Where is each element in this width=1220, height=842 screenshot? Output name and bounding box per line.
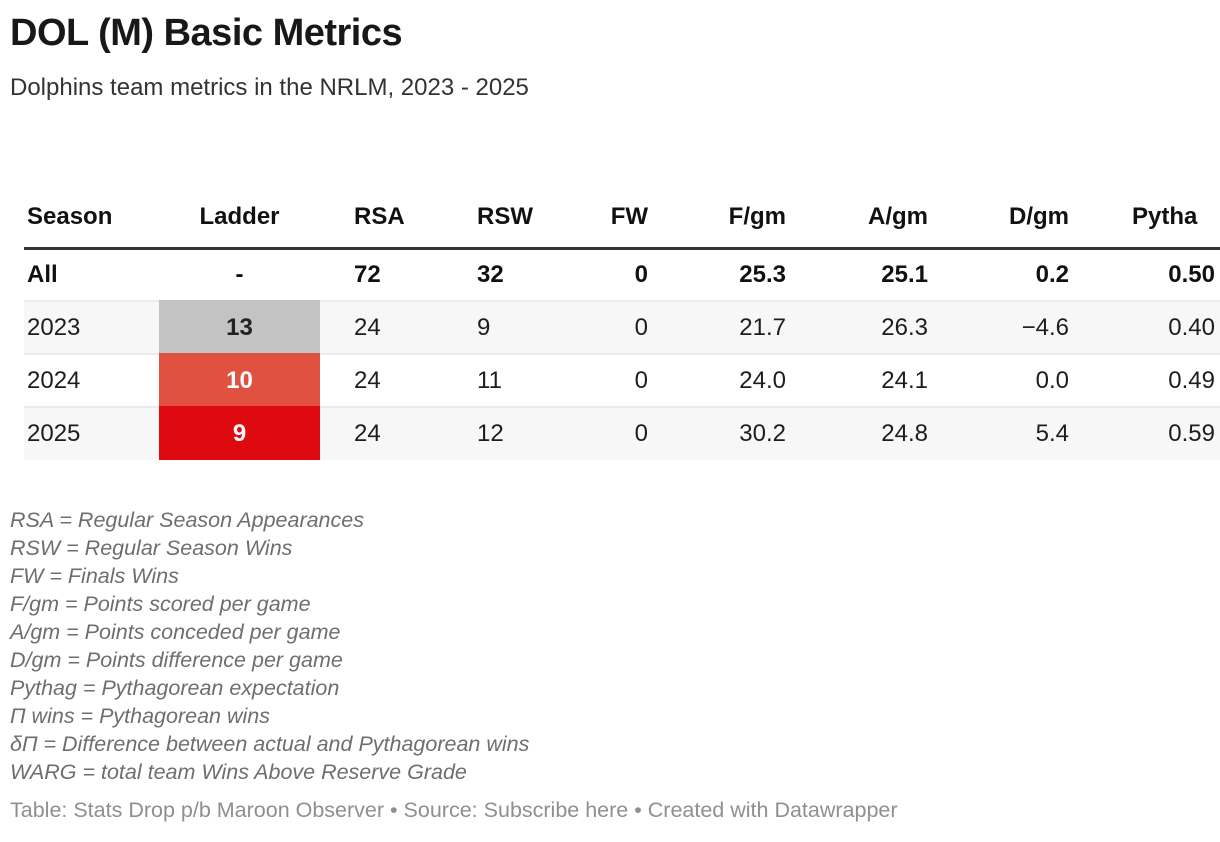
column-header-d-gm: D/gm xyxy=(936,188,1077,250)
stat-cell-d-gm: 0.0 xyxy=(936,353,1077,408)
stat-cell-rsa: 72 xyxy=(354,260,381,288)
column-header-ladder: Ladder xyxy=(159,188,320,250)
metrics-table-container: Season Ladder RSA RSW FW F/gm A/gm D/gm Pytha Al… xyxy=(24,188,1220,461)
footer-separator: • xyxy=(634,798,642,823)
season-cell: 2023 xyxy=(24,300,159,355)
footnote-line: WARG = total team Wins Above Reserve Gra… xyxy=(10,760,467,785)
stat-cell-f-gm: 24.0 xyxy=(656,353,794,408)
column-header-season: Season xyxy=(24,188,159,250)
page-subtitle: Dolphins team metrics in the NRLM, 2023 … xyxy=(10,73,529,101)
table-header-row: Season Ladder RSA RSW FW F/gm A/gm D/gm Pytha xyxy=(24,188,1220,250)
source-label: Source: xyxy=(403,798,478,823)
metrics-table: Season Ladder RSA RSW FW F/gm A/gm D/gm Pytha Al… xyxy=(24,188,1220,461)
footer-separator: • xyxy=(390,798,398,823)
stat-cell-f-gm: 21.7 xyxy=(656,300,794,355)
stat-cell-a-gm: 25.1 xyxy=(881,260,928,288)
source-link[interactable]: Subscribe here xyxy=(483,798,629,823)
stat-cell-a-gm: 26.3 xyxy=(794,300,936,355)
season-cell: 2025 xyxy=(24,406,159,461)
footnote-line: F/gm = Points scored per game xyxy=(10,592,311,617)
footnotes-block: RSA = Regular Season Appearances RSW = Re… xyxy=(10,506,1220,786)
stat-cell-f-gm: 30.2 xyxy=(656,406,794,461)
stat-cell-fw: 0 xyxy=(634,260,648,288)
stat-cell-rsa: 24 xyxy=(320,353,413,408)
footnote-line: Pythag = Pythagorean expectation xyxy=(10,676,340,701)
column-header-fw: FW xyxy=(553,188,656,250)
stat-cell-rsa: 24 xyxy=(320,300,413,355)
stat-cell-rsa: 24 xyxy=(320,406,413,461)
stat-cell-rsw: 32 xyxy=(477,260,504,288)
stat-cell-pytha: 0.49 xyxy=(1077,353,1220,408)
stat-cell-d-gm: −4.6 xyxy=(936,300,1077,355)
column-header-rsa: RSA xyxy=(320,188,413,250)
stat-cell-fw: 0 xyxy=(553,353,656,408)
stat-cell-fw: 0 xyxy=(553,406,656,461)
stat-cell-f-gm: 25.3 xyxy=(739,260,786,288)
stat-cell-pytha: 0.50 xyxy=(1168,260,1215,288)
page-title: DOL (M) Basic Metrics xyxy=(10,12,403,54)
footnote-line: RSA = Regular Season Appearances xyxy=(10,508,364,533)
table-row-2025: 2025 9 24 12 0 30.2 24.8 5.4 0.59 xyxy=(24,406,1220,461)
ladder-cell: - xyxy=(235,260,244,288)
ladder-cell: 10 xyxy=(159,353,320,408)
stat-cell-d-gm: 5.4 xyxy=(936,406,1077,461)
stat-cell-a-gm: 24.8 xyxy=(794,406,936,461)
stat-cell-a-gm: 24.1 xyxy=(794,353,936,408)
footnote-line: FW = Finals Wins xyxy=(10,564,179,589)
footnote-line: δΠ = Difference between actual and Pytha… xyxy=(10,732,530,757)
stat-cell-rsw: 9 xyxy=(413,300,553,355)
season-cell: All xyxy=(27,260,58,288)
table-row-all: All - 72 32 0 25.3 25.1 0.2 0.50 xyxy=(24,248,1220,301)
footnote-line: A/gm = Points conceded per game xyxy=(10,620,341,645)
stat-cell-pytha: 0.40 xyxy=(1077,300,1220,355)
season-cell: 2024 xyxy=(24,353,159,408)
created-with-label: Created with xyxy=(647,798,769,823)
stat-cell-rsw: 12 xyxy=(413,406,553,461)
stat-cell-rsw: 11 xyxy=(413,353,553,408)
ladder-cell: 13 xyxy=(159,300,320,355)
column-header-pytha: Pytha xyxy=(1077,188,1220,250)
attribution-footer: Table: Stats Drop p/b Maroon Observer • … xyxy=(10,797,1220,823)
footnote-line: D/gm = Points difference per game xyxy=(10,648,343,673)
column-header-rsw: RSW xyxy=(413,188,553,250)
stat-cell-fw: 0 xyxy=(553,300,656,355)
ladder-cell: 9 xyxy=(159,406,320,461)
stat-cell-d-gm: 0.2 xyxy=(1035,260,1069,288)
column-header-f-gm: F/gm xyxy=(656,188,794,250)
column-header-a-gm: A/gm xyxy=(794,188,936,250)
datawrapper-link[interactable]: Datawrapper xyxy=(774,798,898,823)
table-row-2023: 2023 13 24 9 0 21.7 26.3 −4.6 0.40 xyxy=(24,300,1220,355)
table-credit: Table: Stats Drop p/b Maroon Observer xyxy=(10,798,385,823)
table-row-2024: 2024 10 24 11 0 24.0 24.1 0.0 0.49 xyxy=(24,353,1220,408)
stat-cell-pytha: 0.59 xyxy=(1077,406,1220,461)
footnote-line: RSW = Regular Season Wins xyxy=(10,536,293,561)
footnote-line: Π wins = Pythagorean wins xyxy=(10,704,270,729)
